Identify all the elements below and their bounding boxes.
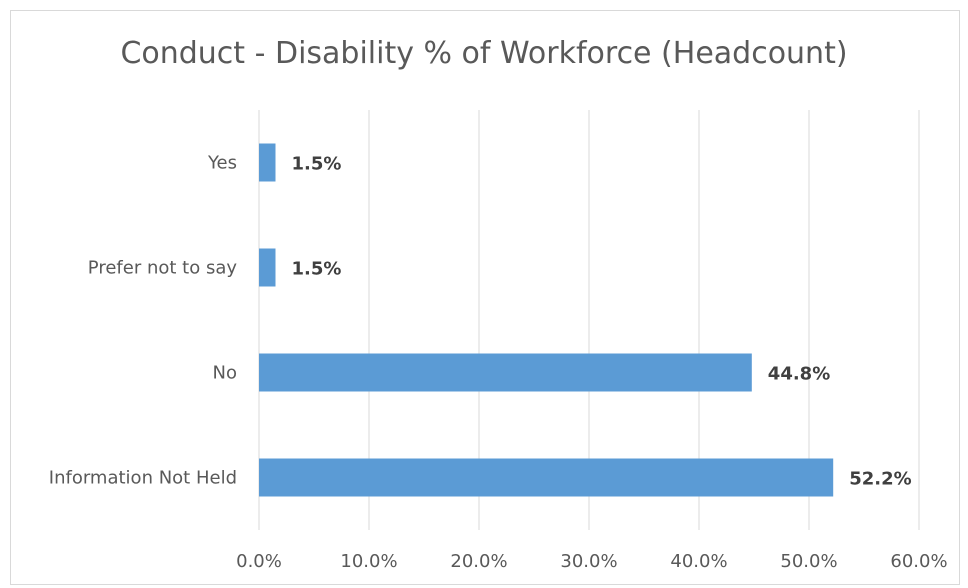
data-label-0: 1.5% [292, 154, 342, 175]
x-tick-label-5: 50.0% [780, 551, 837, 572]
data-label-3: 52.2% [849, 469, 911, 490]
x-tick-label-0: 0.0% [236, 551, 282, 572]
category-label-0: Yes [207, 153, 237, 174]
x-tick-label-4: 40.0% [670, 551, 727, 572]
data-label-2: 44.8% [768, 364, 830, 385]
x-tick-label-2: 20.0% [450, 551, 507, 572]
chart-title: Conduct - Disability % of Workforce (Hea… [120, 36, 848, 71]
x-tick-label-6: 60.0% [890, 551, 947, 572]
bar-1 [259, 248, 276, 287]
x-tick-label-3: 30.0% [560, 551, 617, 572]
category-label-3: Information Not Held [49, 468, 237, 489]
bar-3 [259, 458, 834, 497]
data-label-1: 1.5% [292, 259, 342, 280]
x-tick-label-1: 10.0% [340, 551, 397, 572]
category-label-1: Prefer not to say [88, 258, 238, 279]
bar-0 [259, 143, 276, 182]
bar-2 [259, 353, 752, 392]
category-label-2: No [213, 363, 237, 384]
